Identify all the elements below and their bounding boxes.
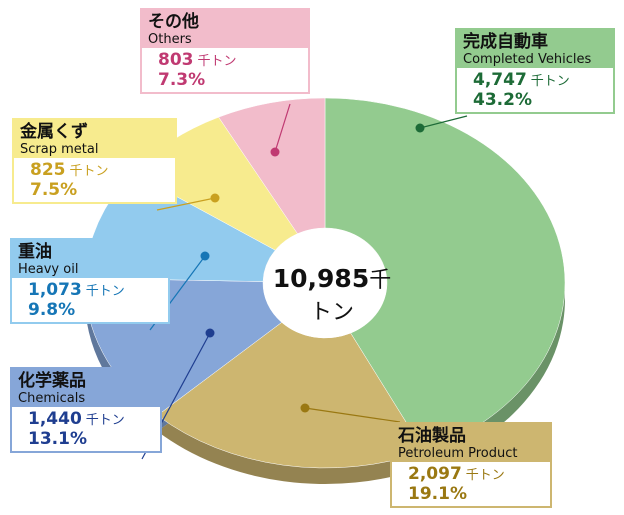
name-en: Scrap metal [20, 142, 99, 157]
label-box: 完成自動車 Completed Vehicles 4,747 千トン 43.2% [455, 28, 615, 114]
label-box: 重油 Heavy oil 1,073 千トン 9.8% [10, 238, 170, 324]
label-box: 金属くず Scrap metal 825 千トン 7.5% [12, 118, 177, 204]
label-body: 2,097 千トン 19.1% [392, 462, 550, 506]
leader-dot [210, 193, 220, 203]
percent: 19.1% [408, 484, 467, 504]
unit: 千トン [69, 164, 109, 179]
label-header: 重油 Heavy oil [12, 240, 168, 278]
name-jp: 完成自動車 [463, 32, 548, 52]
label-body: 825 千トン 7.5% [14, 158, 175, 202]
label-header: 石油製品 Petroleum Product [392, 424, 550, 462]
unit: 千トン [530, 74, 570, 89]
value: 1,073 [28, 280, 82, 300]
leader-dot [415, 123, 425, 133]
leader-line [156, 197, 216, 211]
value: 825 [30, 160, 66, 180]
value: 1,440 [28, 409, 82, 429]
label-body: 803 千トン 7.3% [142, 48, 308, 92]
name-en: Chemicals [18, 391, 86, 406]
label-header: 化学薬品 Chemicals [12, 369, 160, 407]
label-body: 1,440 千トン 13.1% [12, 407, 160, 451]
leader-dot [205, 328, 215, 338]
label-header: その他 Others [142, 10, 308, 48]
percent: 13.1% [28, 429, 87, 449]
unit: 千トン [197, 54, 237, 69]
label-box: 石油製品 Petroleum Product 2,097 千トン 19.1% [390, 422, 552, 508]
percent: 9.8% [28, 300, 76, 320]
leader-dot [270, 147, 280, 157]
name-en: Heavy oil [18, 262, 79, 277]
name-jp: 金属くず [20, 122, 88, 142]
total: 10,985 [272, 264, 370, 293]
label-body: 4,747 千トン 43.2% [457, 68, 613, 112]
label-header: 完成自動車 Completed Vehicles [457, 30, 613, 68]
value: 4,747 [473, 70, 527, 90]
name-en: Others [148, 32, 192, 47]
label-body: 1,073 千トン 9.8% [12, 278, 168, 322]
percent: 7.5% [30, 180, 78, 200]
value: 803 [158, 50, 194, 70]
name-en: Petroleum Product [398, 446, 518, 461]
value: 2,097 [408, 464, 462, 484]
name-jp: その他 [148, 12, 199, 32]
name-jp: 化学薬品 [18, 371, 86, 391]
leader-dot [300, 403, 310, 413]
name-en: Completed Vehicles [463, 52, 592, 67]
label-box: その他 Others 803 千トン 7.3% [140, 8, 310, 94]
total-unit: 千トン [309, 268, 392, 325]
percent: 43.2% [473, 90, 532, 110]
percent: 7.3% [158, 70, 206, 90]
unit: 千トン [85, 284, 125, 299]
center-total: 10,985千トン [262, 262, 402, 326]
leader-line [304, 407, 401, 423]
name-jp: 石油製品 [398, 426, 466, 446]
unit: 千トン [465, 468, 505, 483]
label-header: 金属くず Scrap metal [14, 120, 175, 158]
unit: 千トン [85, 413, 125, 428]
label-box: 化学薬品 Chemicals 1,440 千トン 13.1% [10, 367, 162, 453]
leader-line [274, 103, 291, 153]
hole [263, 228, 387, 338]
name-jp: 重油 [18, 242, 52, 262]
leader-line [419, 115, 468, 129]
leader-dot [200, 251, 210, 261]
